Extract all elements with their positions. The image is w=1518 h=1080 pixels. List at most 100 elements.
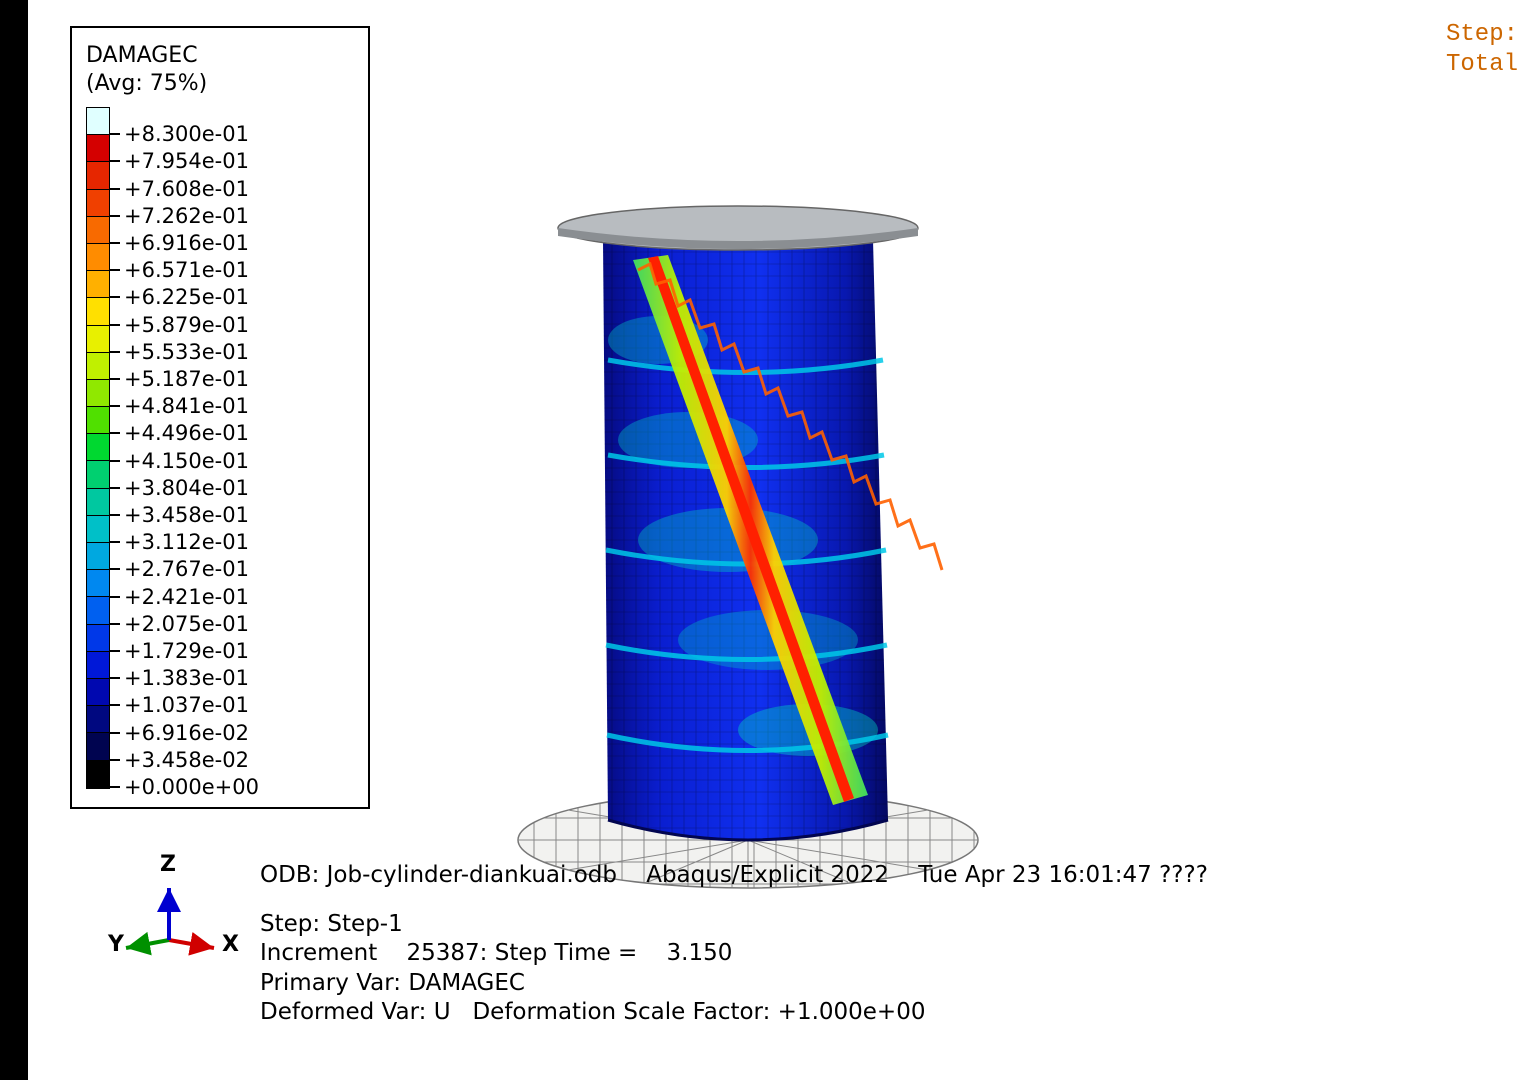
legend-title: DAMAGEC (Avg: 75%) xyxy=(86,42,354,97)
legend-swatch xyxy=(87,489,109,516)
legend-tick-value: +4.150e-01 xyxy=(124,449,249,473)
legend-tick-value: +3.804e-01 xyxy=(124,476,249,500)
legend-over-swatch xyxy=(86,107,110,134)
legend-swatch xyxy=(87,244,109,271)
legend-swatch xyxy=(87,652,109,679)
left-margin-bar xyxy=(0,0,28,1080)
triad-x-axis xyxy=(169,940,214,948)
legend-tick: +3.458e-01 xyxy=(110,503,249,527)
triad-z-label: Z xyxy=(160,852,176,877)
legend-tick-value: +5.187e-01 xyxy=(124,367,249,391)
legend-tick: +3.112e-01 xyxy=(110,530,249,554)
legend-swatch xyxy=(87,326,109,353)
legend-swatch xyxy=(87,543,109,570)
legend-tick: +5.533e-01 xyxy=(110,340,249,364)
state-step: Step: Step-1 xyxy=(260,911,403,937)
legend-tick: +7.262e-01 xyxy=(110,204,249,228)
state-increment: Increment 25387: Step Time = 3.150 xyxy=(260,940,732,966)
legend-tick-value: +7.608e-01 xyxy=(124,177,249,201)
legend-swatch xyxy=(87,597,109,624)
legend-tick-value: +8.300e-01 xyxy=(124,122,249,146)
legend-tick-value: +2.767e-01 xyxy=(124,557,249,581)
legend-tick-value: +5.533e-01 xyxy=(124,340,249,364)
legend-tick-value: +3.112e-01 xyxy=(124,530,249,554)
legend-tick: +2.075e-01 xyxy=(110,612,249,636)
state-primary-var: Primary Var: DAMAGEC xyxy=(260,970,525,996)
triad-x-label: X xyxy=(222,932,239,957)
triad-y-axis xyxy=(126,940,169,948)
legend-tick: +8.300e-01 xyxy=(110,122,249,146)
legend-swatch xyxy=(87,434,109,461)
legend-tick: +2.767e-01 xyxy=(110,557,249,581)
legend-tick: +6.225e-01 xyxy=(110,285,249,309)
legend-tick: +5.187e-01 xyxy=(110,367,249,391)
legend-scale: +8.300e-01 +7.954e-01 +7.608e-01 +7.262e-01… xyxy=(86,107,354,789)
legend-tick-value: +2.075e-01 xyxy=(124,612,249,636)
legend-tick-value: +1.037e-01 xyxy=(124,693,249,717)
legend-tick-value: +7.262e-01 xyxy=(124,204,249,228)
legend-tick-value: +1.729e-01 xyxy=(124,639,249,663)
viewport-3d[interactable]: DAMAGEC (Avg: 75%) +8.300e-01+7.954e-01+… xyxy=(28,0,1518,1080)
legend-swatch xyxy=(87,461,109,488)
legend-swatch xyxy=(87,625,109,652)
legend-swatch xyxy=(87,570,109,597)
legend-swatch xyxy=(87,190,109,217)
legend-swatch xyxy=(87,761,109,788)
legend-tick: +2.421e-01 xyxy=(110,585,249,609)
legend-ticks: +8.300e-01 +7.954e-01 +7.608e-01 +7.262e-01… xyxy=(110,107,354,787)
fea-cylinder-plot[interactable] xyxy=(468,180,1008,900)
legend-tick: +6.571e-01 xyxy=(110,258,249,282)
legend-tick-value: +3.458e-01 xyxy=(124,503,249,527)
legend-tick-value: +4.841e-01 xyxy=(124,394,249,418)
legend-tick-value: +7.954e-01 xyxy=(124,149,249,173)
legend-tick-value: +6.916e-02 xyxy=(124,721,249,745)
legend-swatch xyxy=(87,516,109,543)
legend-color-bar xyxy=(86,134,110,789)
legend-tick: +3.804e-01 xyxy=(110,476,249,500)
step-annotation: Step: Total xyxy=(1446,20,1518,80)
legend-tick: +0.000e+00 xyxy=(110,775,259,799)
legend-tick: +1.729e-01 xyxy=(110,639,249,663)
legend-tick: +1.037e-01 xyxy=(110,693,249,717)
legend-tick: +6.916e-01 xyxy=(110,231,249,255)
legend-swatch xyxy=(87,298,109,325)
legend-tick: +4.150e-01 xyxy=(110,449,249,473)
legend-tick-value: +5.879e-01 xyxy=(124,313,249,337)
legend-swatch xyxy=(87,271,109,298)
legend-tick: +1.383e-01 xyxy=(110,666,249,690)
legend-tick: +7.608e-01 xyxy=(110,177,249,201)
legend-tick-value: +1.383e-01 xyxy=(124,666,249,690)
legend-swatch xyxy=(87,380,109,407)
legend-swatch xyxy=(87,706,109,733)
legend-var-name: DAMAGEC xyxy=(86,43,198,68)
legend-swatch xyxy=(87,217,109,244)
legend-tick-value: +3.458e-02 xyxy=(124,748,249,772)
step-annotation-line2: Total xyxy=(1446,51,1518,78)
legend-tick: +3.458e-02 xyxy=(110,748,249,772)
contour-legend: DAMAGEC (Avg: 75%) +8.300e-01+7.954e-01+… xyxy=(70,26,370,809)
state-deformed-var: Deformed Var: U Deformation Scale Factor… xyxy=(260,999,925,1025)
legend-tick-value: +4.496e-01 xyxy=(124,421,249,445)
legend-swatch xyxy=(87,353,109,380)
legend-swatch xyxy=(87,679,109,706)
view-triad[interactable]: X Y Z xyxy=(114,870,244,980)
triad-y-label: Y xyxy=(108,932,124,957)
legend-tick-value: +6.916e-01 xyxy=(124,231,249,255)
legend-tick-value: +6.225e-01 xyxy=(124,285,249,309)
legend-tick: +6.916e-02 xyxy=(110,721,249,745)
state-block: Step: Step-1 Increment 25387: Step Time … xyxy=(260,910,925,1028)
step-annotation-line1: Step: xyxy=(1446,21,1518,48)
legend-tick: +5.879e-01 xyxy=(110,313,249,337)
legend-tick-value: +0.000e+00 xyxy=(124,775,259,799)
legend-tick: +4.496e-01 xyxy=(110,421,249,445)
legend-swatch xyxy=(87,162,109,189)
odb-info-line: ODB: Job-cylinder-diankuai.odb Abaqus/Ex… xyxy=(260,862,1208,888)
legend-tick-value: +6.571e-01 xyxy=(124,258,249,282)
legend-avg-line: (Avg: 75%) xyxy=(86,71,207,96)
legend-swatch xyxy=(87,407,109,434)
legend-tick-value: +2.421e-01 xyxy=(124,585,249,609)
legend-swatch xyxy=(87,733,109,760)
legend-swatch xyxy=(87,135,109,162)
legend-tick: +4.841e-01 xyxy=(110,394,249,418)
legend-tick: +7.954e-01 xyxy=(110,149,249,173)
